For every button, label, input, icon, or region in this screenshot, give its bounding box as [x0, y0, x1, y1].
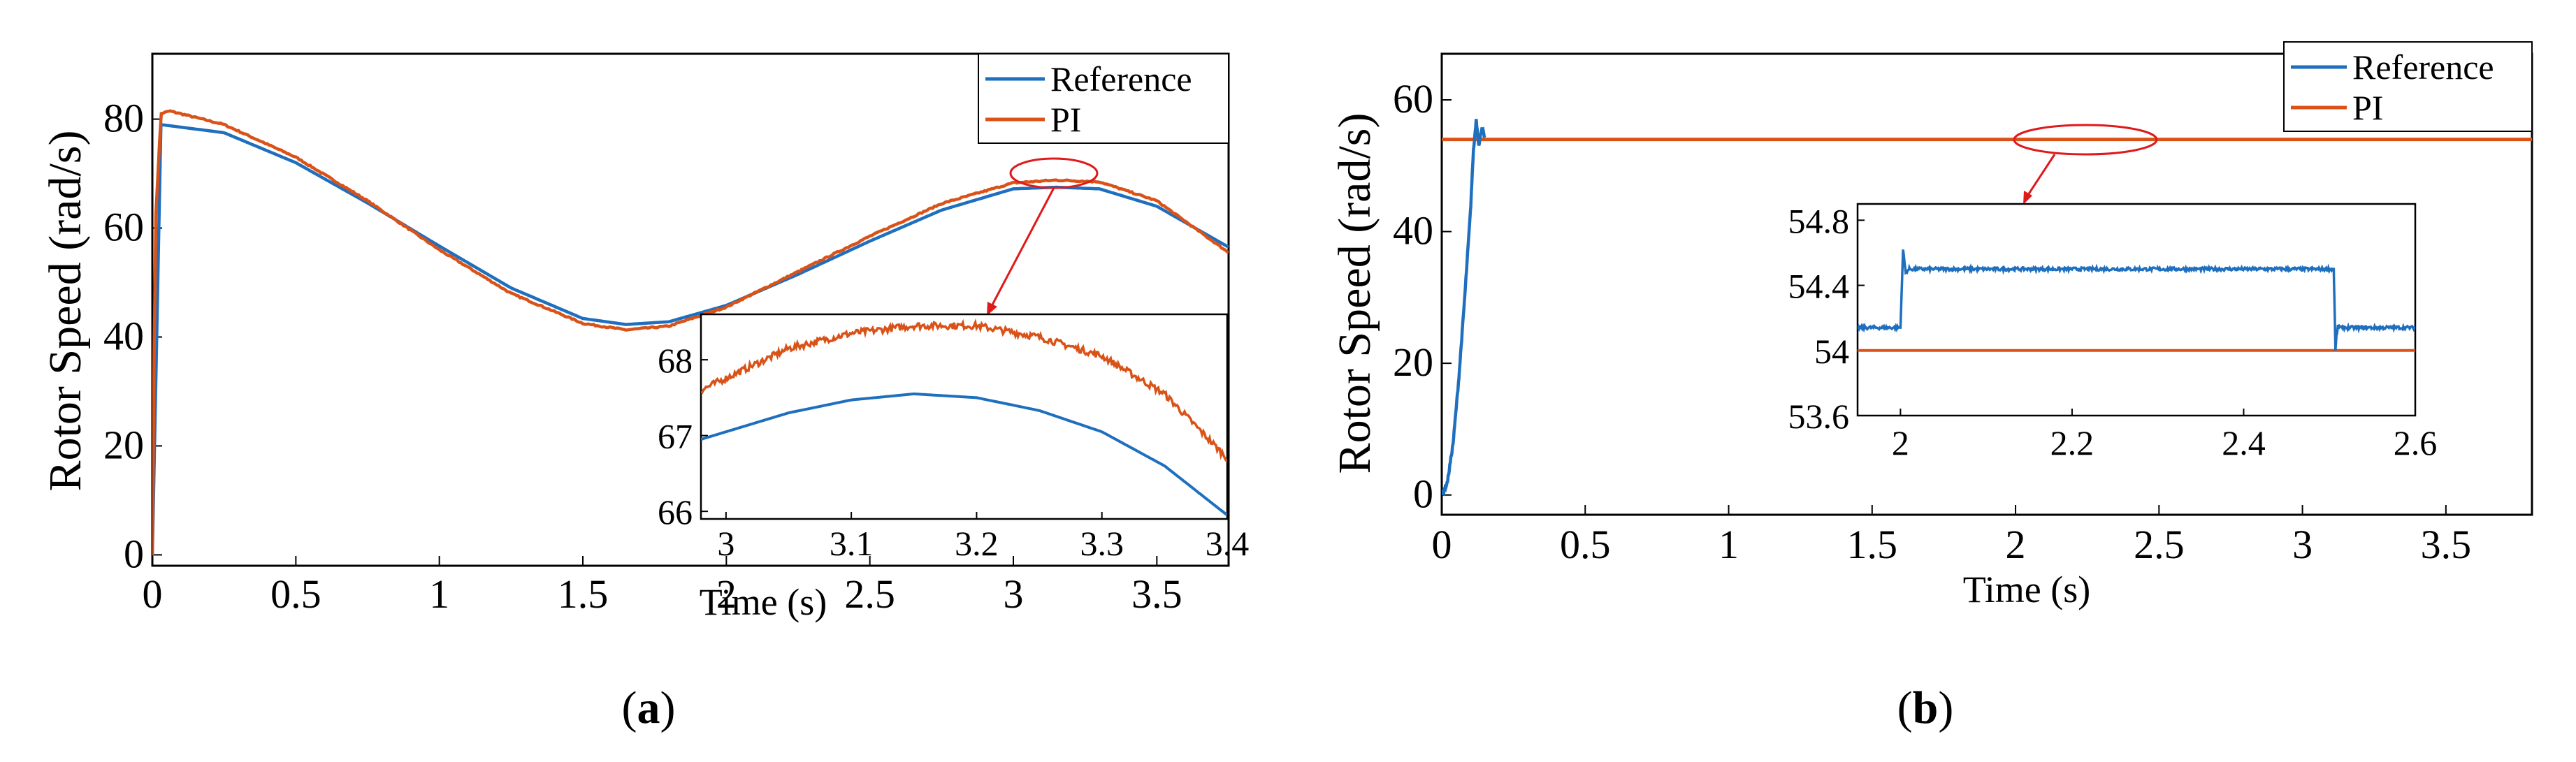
panel-a-inset-y-tick-label: 68	[658, 341, 693, 380]
panel-a-inset-x-tick-label: 3.1	[830, 524, 874, 563]
panel-a-label: (a)	[622, 682, 676, 733]
panel-b-inset-x-tick-label: 2	[1892, 423, 1909, 462]
panel-b-zoom-arrow	[2025, 154, 2056, 198]
panel-b-inset-x-tick-label: 2.2	[2050, 423, 2094, 462]
panel-b-y-tick-label: 60	[1393, 76, 1433, 122]
panel-b-x-tick-label: 2	[2006, 522, 2026, 567]
panel-a-label-letter: a	[637, 682, 660, 733]
panel-b-label-letter: b	[1913, 682, 1939, 733]
panel-b-inset-x-tick-label: 2.4	[2222, 423, 2266, 462]
panel-b-zoom-ellipse	[2013, 124, 2158, 156]
panel-b-legend: Reference PI	[2283, 41, 2533, 132]
panel-b-x-tick-label: 3	[2292, 522, 2313, 567]
panel-b-x-tick-label: 1.5	[1847, 522, 1898, 567]
panel-b-y-tick-label: 20	[1393, 339, 1433, 385]
panel-b-inset-series	[1858, 249, 2415, 352]
panel-b-inset-y-axis: 53.6 54 54.4 54.8	[1788, 201, 1865, 436]
panel-a-x-tick-label: 2	[716, 571, 737, 617]
panel-a-x-tick-label: 1.5	[558, 571, 609, 617]
panel-a-x-tick-label: 0	[143, 571, 163, 617]
panel-a-inset-x-axis: 3 3.1 3.2 3.3 3.4	[717, 512, 1249, 563]
panel-b-x-axis-label: Time (s)	[1963, 569, 2091, 610]
panel-a-inset-y-tick-label: 66	[658, 492, 693, 532]
panel-a-y-axis: 0 20 40 60 80	[103, 96, 162, 576]
panel-a-x-tick-label: 3.5	[1131, 571, 1182, 617]
panel-b-y-axis: 0 20 40 60	[1393, 76, 1452, 517]
panel-a-legend-label-reference: Reference	[1050, 59, 1192, 98]
panel-b-x-tick-label: 1	[1718, 522, 1739, 567]
panel-b-x-tick-label: 0.5	[1560, 522, 1611, 567]
panel-a-inset-series	[701, 318, 1227, 517]
panel-b-inset-y-tick-label: 54.4	[1788, 267, 1850, 306]
panel-a-inset-x-tick-label: 3	[717, 524, 735, 563]
panel-b-label-close: )	[1938, 682, 1953, 733]
panel-a-y-tick-label: 40	[103, 313, 144, 358]
panel-a-legend-box	[978, 53, 1229, 144]
panel-a-inset-x-tick-label: 3.3	[1080, 524, 1124, 563]
panel-a-x-tick-label: 3	[1004, 571, 1024, 617]
panel-a-chart: 0 20 40 60 80 0 0.5 1 1.5 2 2.5 3 3.5 Rotor Speed (…	[40, 52, 1249, 733]
panel-b-y-axis-label: Rotor Speed (rad/s)	[1329, 113, 1380, 474]
panel-b-legend-box	[2283, 41, 2533, 132]
panel-a-y-axis-label: Rotor Speed (rad/s)	[40, 131, 91, 492]
panel-b-y-tick-label: 0	[1413, 471, 1433, 517]
panel-a-x-tick-label: 2.5	[844, 571, 895, 617]
panel-b-inset-line-reference	[1858, 249, 2415, 351]
panel-b-legend-label-pi: PI	[2352, 88, 2383, 127]
panel-a-inset-x-tick-label: 3.4	[1206, 524, 1250, 563]
panel-b-series	[1442, 119, 2532, 497]
panel-a-x-axis-label: Time (s)	[700, 581, 827, 623]
panel-a-y-tick-label: 0	[124, 531, 144, 576]
panel-b-y-tick-label: 40	[1393, 208, 1433, 254]
panel-b-x-axis: 0 0.5 1 1.5 2 2.5 3 3.5	[1432, 505, 2472, 567]
panel-b-inset-x-axis: 2 2.2 2.4 2.6	[1892, 409, 2437, 462]
panel-b-legend-label-reference: Reference	[2352, 47, 2494, 87]
panel-a-x-axis: 0 0.5 1 1.5 2 2.5 3 3.5	[143, 556, 1182, 617]
panel-b-label-open: (	[1897, 682, 1913, 733]
panel-b-inset-plot-area	[1856, 203, 2417, 417]
panel-a-inset-x-tick-label: 3.2	[955, 524, 999, 563]
panel-a-label-close: )	[660, 682, 676, 733]
panel-a-y-tick-label: 20	[103, 422, 144, 467]
panel-a-inset-line-pi	[701, 318, 1227, 462]
panel-b-zoom-arrowhead	[2023, 191, 2032, 205]
panel-a-inset-y-tick-label: 67	[658, 417, 693, 456]
panel-b-chart: 0 20 40 60 0 0.5 1 1.5 2 2.5 3 3.5 Rotor Speed (ra…	[1329, 41, 2533, 733]
panel-a-legend-label-pi: PI	[1050, 100, 1081, 139]
panel-b-line-reference	[1442, 119, 1486, 497]
panel-a-x-tick-label: 1	[429, 571, 449, 617]
panel-a-line-pi	[152, 109, 1229, 556]
panel-a-x-tick-label: 0.5	[270, 571, 321, 617]
panel-b-x-tick-label: 3.5	[2421, 522, 2472, 567]
panel-b-inset-x-tick-label: 2.6	[2394, 423, 2438, 462]
panel-a-inset: 66 67 68 3 3.1 3.2 3.3 3.4	[658, 313, 1249, 563]
panel-a-legend: Reference PI	[978, 53, 1229, 144]
panel-a-y-tick-label: 60	[103, 205, 144, 250]
panel-a-inset-line-reference	[701, 393, 1227, 517]
panel-a-zoom-arrow	[990, 187, 1055, 308]
panel-b-inset-y-tick-label: 53.6	[1788, 397, 1850, 436]
panel-b-x-tick-label: 2.5	[2134, 522, 2185, 567]
panel-a-label-open: (	[622, 682, 637, 733]
panel-b-inset-y-tick-label: 54	[1814, 332, 1849, 371]
panel-a-y-tick-label: 80	[103, 96, 144, 141]
panel-b-x-tick-label: 0	[1432, 522, 1452, 567]
panel-a-inset-y-axis: 66 67 68	[658, 341, 708, 532]
panel-b-inset: 53.6 54 54.4 54.8 2 2.2 2.4 2.6	[1788, 201, 2438, 462]
panel-a-zoom-arrowhead	[987, 302, 997, 316]
panel-b-label: (b)	[1897, 682, 1954, 733]
panel-b-inset-y-tick-label: 54.8	[1788, 201, 1850, 240]
